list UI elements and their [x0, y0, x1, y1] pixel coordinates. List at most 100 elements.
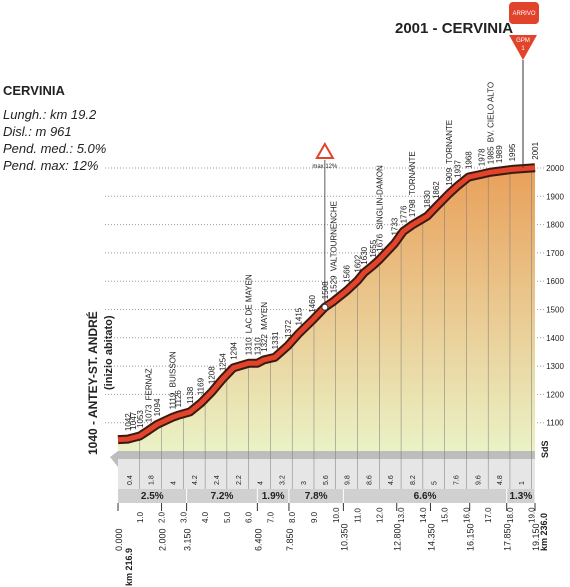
- y-tick-label: 1500: [546, 306, 564, 315]
- elevation-label: 1372: [284, 319, 293, 337]
- elevation-label: 1126: [174, 390, 183, 408]
- segment-gradient: 6.6%: [414, 491, 437, 502]
- waypoint-label: 10.350: [339, 523, 349, 551]
- y-tick-label: 1800: [546, 221, 564, 230]
- start-label: 1040 - ANTEY-ST. ANDRÉ: [85, 311, 100, 455]
- km-gradient: 4: [258, 481, 265, 485]
- segment-gradient: 7.2%: [211, 491, 234, 502]
- waypoint-label: 0.000: [114, 528, 124, 551]
- place-label: SINGLIN-DAMON: [375, 165, 384, 230]
- elevation-label: 1566: [343, 264, 352, 282]
- elevation-label: 1254: [219, 353, 228, 371]
- elevation-label: 1862: [432, 181, 441, 199]
- x-tick-label: 16.0: [462, 507, 471, 523]
- x-tick-label: 13.0: [397, 507, 406, 523]
- elevation-label: 1310: [253, 337, 262, 355]
- waypoint-label: 12.800: [393, 523, 403, 551]
- elevation-label: 1989: [495, 145, 504, 163]
- elevation-label: 1968: [465, 151, 474, 169]
- elevation-label: 1985: [486, 146, 495, 164]
- info-line: Pend. med.: 5.0%: [3, 141, 106, 156]
- x-tick-label: 10.0: [332, 507, 341, 523]
- elevation-label: 1655: [369, 239, 378, 257]
- finish-badge: ARRIVO: [512, 11, 535, 17]
- segment-band: [118, 489, 535, 503]
- x-tick-label: 11.0: [354, 507, 363, 523]
- km-end: km 236.0: [539, 513, 549, 551]
- segment-gradient: 2.5%: [141, 491, 164, 502]
- x-tick-label: 7.0: [266, 511, 275, 523]
- segment-gradient: 7.8%: [305, 491, 328, 502]
- place-label: MAYEN: [260, 302, 269, 330]
- y-tick-label: 1700: [546, 249, 564, 258]
- y-tick-label: 1600: [546, 277, 564, 286]
- waypoint-label: 16.150: [466, 523, 476, 551]
- x-tick-label: 15.0: [441, 507, 450, 523]
- elevation-label: 1047: [129, 411, 138, 429]
- x-tick-label: 3.0: [179, 511, 188, 523]
- km-start: km 216.9: [124, 548, 134, 586]
- x-tick-label: 4.0: [201, 511, 210, 523]
- x-tick-label: 5.0: [223, 511, 232, 523]
- km-gradient: 4.6: [388, 475, 395, 485]
- km-gradient: 2.2: [236, 475, 243, 485]
- segment-gradient: 1.3%: [509, 491, 532, 502]
- km-band: [118, 459, 535, 489]
- finish-badge-bg: [509, 2, 539, 24]
- place-label: LAC DE MAYEN: [245, 274, 254, 333]
- waypoint-label: 6.400: [253, 528, 263, 551]
- waypoint-label: 7.850: [285, 528, 295, 551]
- y-tick-label: 1300: [546, 362, 564, 371]
- km-gradient: 4.2: [192, 475, 199, 485]
- elevation-label: 1995: [508, 143, 517, 161]
- km-gradient: 4: [170, 481, 177, 485]
- place-label: TORNANTE: [408, 151, 417, 195]
- elevation-label: 1053: [136, 410, 145, 428]
- waypoint-label: 3.150: [183, 528, 193, 551]
- elevation-label: 1294: [229, 341, 238, 359]
- elevation-label: 1937: [454, 159, 463, 177]
- finish-title: 2001 - CERVINIA: [395, 20, 513, 37]
- km-gradient: 5: [432, 481, 439, 485]
- gpm-badge-bg: [509, 35, 537, 60]
- elevation-label: 1508: [321, 281, 330, 299]
- elevation-label: 1073: [144, 404, 153, 422]
- gpm-rank: 1: [521, 46, 525, 52]
- x-tick-label: 6.0: [245, 511, 254, 523]
- km-gradient: 8.6: [366, 475, 373, 485]
- km-gradient: 3.2: [279, 475, 286, 485]
- waypoint-label: 17.850: [503, 523, 513, 551]
- y-tick-label: 1200: [546, 390, 564, 399]
- elevation-label: 1460: [308, 294, 317, 312]
- elevation-label: 1094: [153, 398, 162, 416]
- x-tick-label: 14.0: [419, 507, 428, 523]
- elevation-label: 1208: [208, 366, 217, 384]
- info-title: CERVINIA: [3, 83, 65, 98]
- x-tick-label: 12.0: [375, 507, 384, 523]
- elevation-label: 2001: [531, 141, 540, 159]
- x-tick-label: 8.0: [288, 511, 297, 523]
- y-tick-label: 1400: [546, 334, 564, 343]
- place-label: FERNAZ: [144, 368, 153, 400]
- y-tick-label: 2000: [546, 164, 564, 173]
- x-tick-label: 2.0: [158, 511, 167, 523]
- gpm-badge: GPM: [516, 38, 530, 44]
- place-label: BUISSON: [168, 351, 177, 387]
- elevation-label: 1602: [354, 254, 363, 272]
- elevation-label: 1909: [445, 167, 454, 185]
- km-gradient: 8.2: [410, 475, 417, 485]
- waypoint-label: 14.350: [426, 523, 436, 551]
- elevation-label: 1776: [399, 205, 408, 223]
- elevation-label: 1978: [478, 148, 487, 166]
- y-tick-label: 1900: [546, 192, 564, 201]
- elevation-label: 1630: [360, 246, 369, 264]
- elevation-label: 1331: [271, 331, 280, 349]
- place-label: TORNANTE: [445, 120, 454, 164]
- waypoint-label: 19.150: [531, 523, 541, 551]
- x-tick-label: 18.0: [506, 507, 515, 523]
- info-line: Disl.: m 961: [3, 124, 72, 139]
- km-gradient: 3: [301, 481, 308, 485]
- profile-line: [117, 165, 536, 443]
- elevation-label: 1042: [124, 413, 133, 431]
